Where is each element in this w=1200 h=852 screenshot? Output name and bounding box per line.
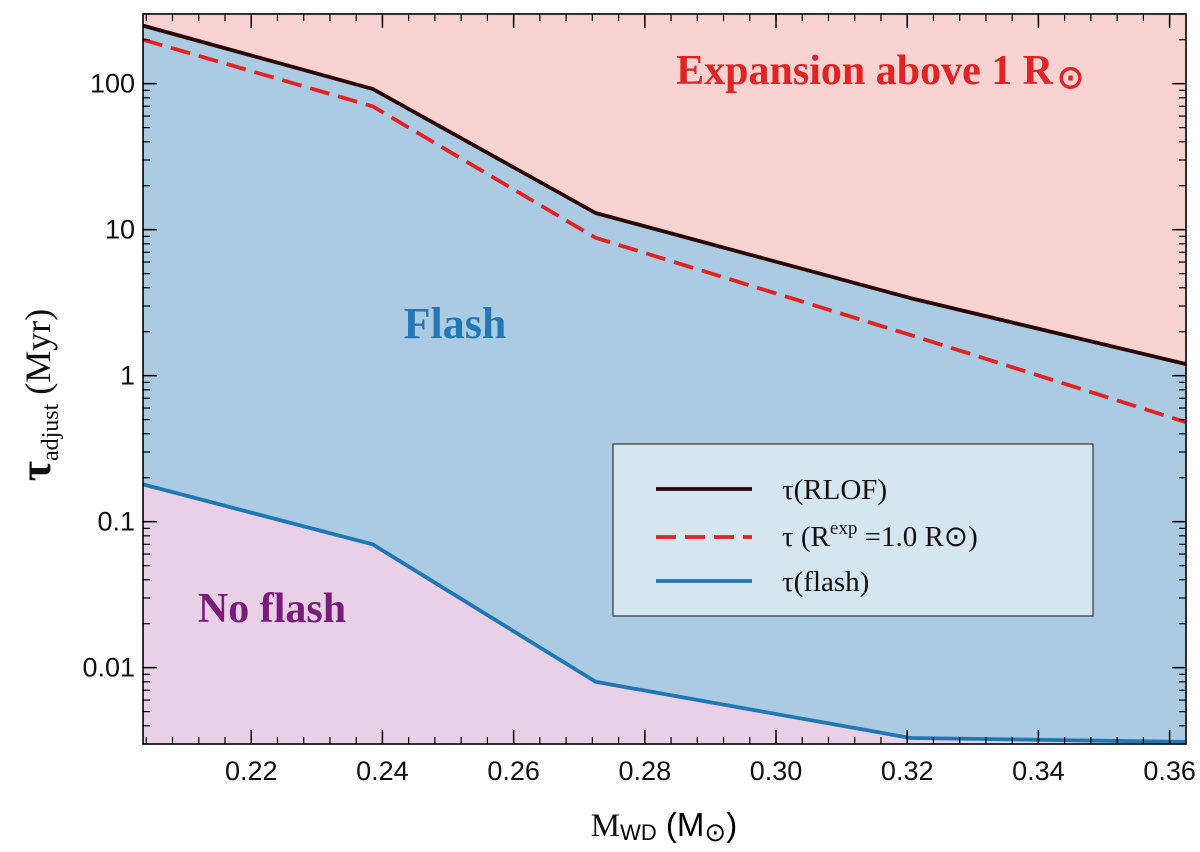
y-axis-title: τadjust (Myr) [11,309,64,482]
region-label-flash: Flash [404,299,507,348]
x-tick-label: 0.36 [1143,756,1196,786]
legend: τ(RLOF) τ (Rexp =1.0 R⊙) τ(flash) [612,443,1094,617]
y-tick-label: 1 [120,361,135,391]
y-tick-label: 10 [105,215,135,245]
series-line-flash [143,482,1186,744]
x-tick-label: 0.24 [356,756,409,786]
region-label-no-flash: No flash [198,586,346,632]
series-line-rlof [143,23,1186,366]
region-label-expansion: Expansion above 1 R ⊙ [676,48,1084,95]
plot-frame [142,13,1187,745]
region-no-flash [143,484,1186,744]
legend-label-flash: τ(flash) [782,566,869,598]
series-layer [143,23,1186,744]
x-tick-label: 0.22 [225,756,278,786]
legend-box [612,443,1094,617]
series-line-expansion [143,37,1186,425]
y-tick-label: 0.1 [97,507,135,537]
y-tick-label: 100 [90,69,135,99]
x-tick-label: 0.34 [1012,756,1065,786]
x-tick-label: 0.28 [619,756,672,786]
x-tick-label: 0.30 [750,756,803,786]
x-tick-label: 0.26 [487,756,540,786]
legend-label-expansion: τ (Rexp =1.0 R⊙) [782,518,978,553]
regions-layer [143,14,1186,744]
x-axis-title: MWD (M⊙) [591,806,737,847]
region-expansion [143,14,1186,365]
ticks-layer: 0.22 0.24 0.26 0.28 0.30 0.32 0.34 0.36 0.01 0.1 1… [82,13,1196,786]
y-tick-label: 0.01 [82,653,135,683]
legend-label-rlof: τ(RLOF) [782,474,887,506]
x-tick-label: 0.32 [881,756,934,786]
